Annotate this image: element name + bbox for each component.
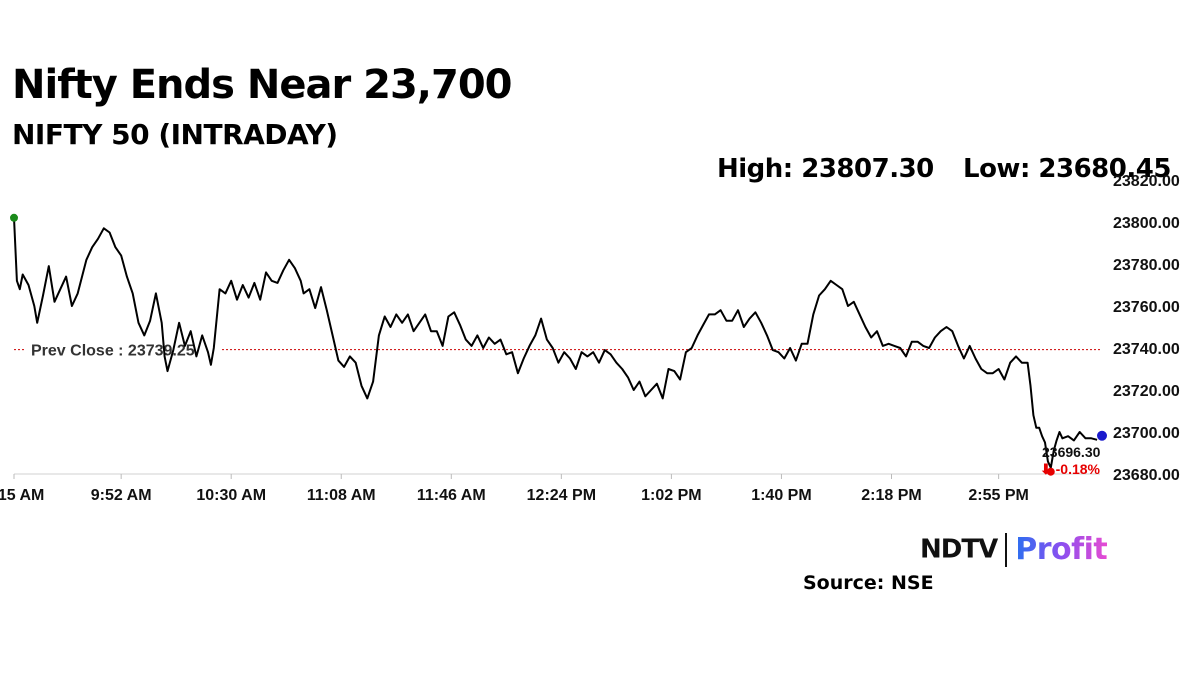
day-low-label: Low: 23680.45 — [963, 154, 1171, 184]
x-tick-label: 9:15 AM — [0, 487, 44, 504]
y-tick-label: 23820.00 — [1113, 173, 1180, 190]
low-marker — [1046, 467, 1055, 476]
prev-close-label: Prev Close : 23739.25 — [31, 343, 195, 360]
change-percent-label: ⬇ -0.18% — [1040, 461, 1101, 477]
x-tick-label: 2:55 PM — [968, 487, 1028, 504]
x-tick-label: 11:46 AM — [417, 487, 486, 504]
y-tick-label: 23740.00 — [1113, 341, 1180, 358]
y-tick-label: 23760.00 — [1113, 299, 1180, 316]
x-tick-label: 12:24 PM — [527, 487, 596, 504]
x-tick-label: 1:40 PM — [751, 487, 811, 504]
logo-divider — [1005, 532, 1008, 567]
y-tick-label: 23800.00 — [1113, 215, 1180, 232]
source-note: Source: NSE — [803, 572, 934, 594]
open-marker — [10, 213, 18, 222]
day-high-label: High: 23807.30 — [717, 154, 934, 184]
y-tick-label: 23780.00 — [1113, 257, 1180, 274]
ndtv-wordmark: NDTV — [920, 534, 998, 565]
close-marker — [1097, 430, 1107, 441]
y-tick-label: 23680.00 — [1113, 467, 1180, 484]
ndtv-profit-logo: NDTV Profit — [920, 532, 1108, 568]
profit-wordmark: Profit — [1015, 532, 1108, 567]
chart-subtitle: NIFTY 50 (INTRADAY) — [12, 118, 338, 151]
y-tick-label: 23700.00 — [1113, 425, 1180, 442]
x-tick-label: 10:30 AM — [196, 487, 266, 504]
x-tick-label: 2:18 PM — [861, 487, 921, 504]
y-tick-label: 23720.00 — [1113, 383, 1180, 400]
x-tick-label: 1:02 PM — [641, 487, 701, 504]
x-tick-label: 11:08 AM — [307, 487, 376, 504]
nifty-price-line — [13, 217, 1098, 469]
x-tick-label: 9:52 AM — [91, 487, 152, 504]
chart-title: Nifty Ends Near 23,700 — [12, 62, 512, 108]
last-value-label: 23696.30 — [1042, 444, 1101, 460]
